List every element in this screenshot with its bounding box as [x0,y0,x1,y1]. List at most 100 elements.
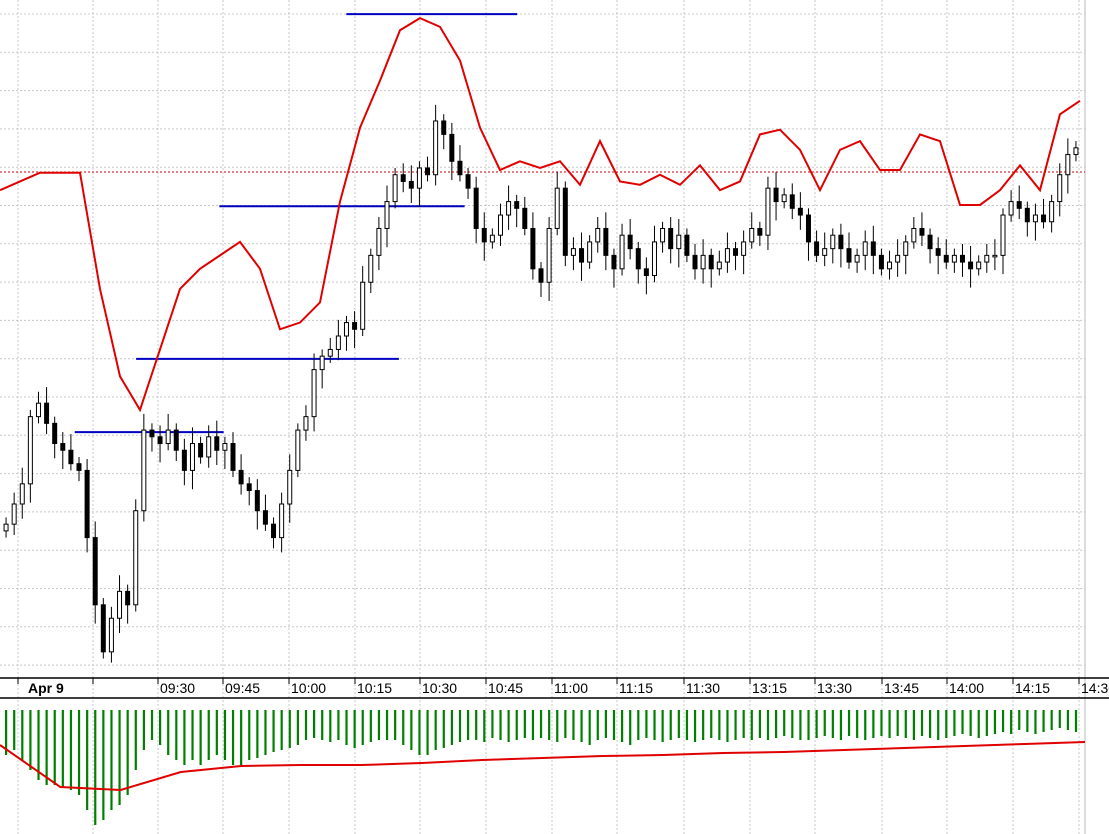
candle-down [425,167,431,176]
lower-bar [353,710,356,748]
candle-up [1000,214,1006,256]
lower-bar [491,710,494,738]
lower-bar [369,710,372,742]
lower-bar [596,710,599,740]
lower-bar [223,710,227,760]
x-tick-label: 14:00 [949,680,984,696]
candle-up [11,503,17,525]
lower-bar [823,710,826,736]
candle-up [303,416,309,431]
lower-bar [37,710,40,780]
lower-bar [1018,710,1021,730]
lower-bar [61,710,64,788]
candle-down [668,227,674,250]
lower-bar [985,710,988,736]
lower-bar [791,710,794,738]
candle-down [959,254,965,263]
lower-bar [1026,710,1029,732]
candle-up [984,254,990,263]
lower-bar [329,710,332,742]
candle-up [384,201,390,229]
lower-bar [345,710,348,745]
lower-bar [629,710,632,745]
lower-bar [199,710,202,765]
candle-down [773,187,779,203]
lower-bar [880,710,883,736]
candle-up [35,402,41,418]
lower-bar [1058,710,1061,728]
lower-bar [304,710,308,740]
candle-up [27,416,33,485]
candle-down [230,443,236,471]
lower-bar [361,710,364,745]
x-tick-label: 13:45 [884,680,919,696]
lower-bar [693,710,697,742]
lower-bar [102,710,105,820]
candle-down [481,227,487,243]
candle-down [603,227,609,256]
candle-up [368,254,374,283]
lower-bar [483,710,486,742]
candle-up [724,248,730,263]
lower-bar [94,710,97,825]
candle-up [1032,214,1038,223]
lower-bar [86,710,89,810]
candle-down [408,180,414,189]
lower-bar [134,710,137,770]
candle-down [92,537,98,606]
grid [0,0,1086,834]
lower-bar [799,710,802,740]
candle-up [822,248,828,256]
lower-bar [1010,710,1013,734]
candle-up [311,369,317,418]
lower-bar [507,710,510,742]
candle-up [854,254,860,263]
candle-down [627,234,633,250]
lower-bar [904,710,907,738]
lower-bar [961,710,964,734]
lower-bar [450,710,453,745]
lower-bar [556,710,559,742]
candle-up [903,241,909,256]
candle-up [489,234,495,243]
lower-bar [977,710,980,738]
candle-down [514,201,520,209]
lower-bar [920,710,924,736]
lower-bar [215,710,218,755]
lower-bar [385,710,389,740]
candle-down [757,227,763,236]
x-tick-label: 11:15 [619,680,653,696]
candle-up [506,201,512,216]
candles [3,104,1079,663]
lower-bar [912,710,915,740]
candle-down [125,590,131,606]
candle-up [1008,201,1014,216]
candle-up [1073,147,1079,156]
lower-bar [864,710,867,740]
candle-up [749,227,755,243]
candle-down [181,449,187,471]
x-tick-label: 10:15 [357,680,392,696]
lower-bar [29,710,32,770]
lower-bar [815,710,818,738]
candle-down [805,214,811,243]
candle-up [765,187,771,236]
candle-up [287,469,293,505]
lower-bar [945,710,948,738]
lower-bar [256,710,259,758]
candle-down [44,402,50,424]
lower-bar [993,710,997,734]
lower-bar [1034,710,1037,734]
candle-down [352,322,358,330]
candle-down [733,248,739,256]
lower-bar [53,710,56,785]
candle-up [741,241,747,256]
lower-bar [296,710,299,745]
lower-bar [5,710,8,755]
lower-bar [418,710,421,755]
lower-bar [150,710,154,740]
x-tick-label: 09:45 [225,680,260,696]
candle-down [1024,207,1030,223]
lower-bar [847,710,851,736]
candle-up [595,227,601,243]
